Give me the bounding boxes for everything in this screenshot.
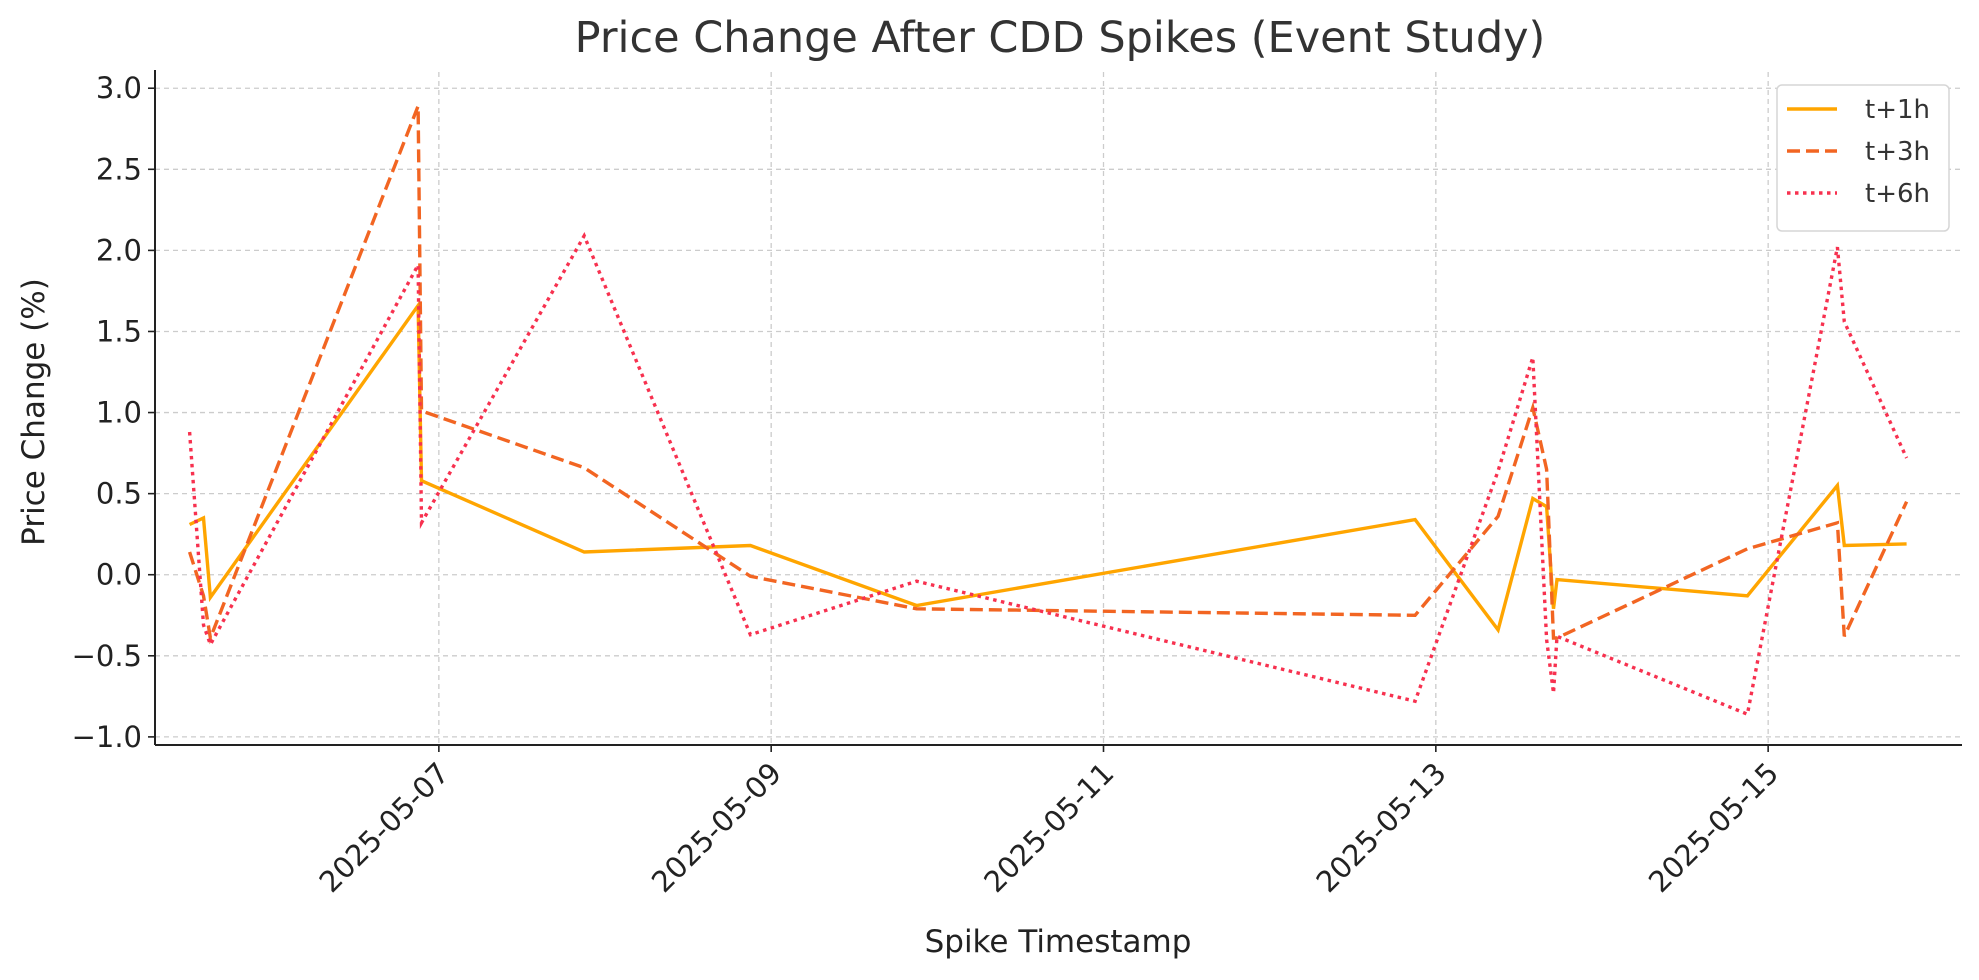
legend: t+1h t+3h t+6h bbox=[1776, 84, 1950, 232]
grid bbox=[155, 72, 1962, 745]
axes bbox=[148, 70, 1962, 752]
legend-label: t+6h bbox=[1865, 179, 1930, 209]
y-tick-label: 3.0 bbox=[96, 71, 142, 105]
y-tick-label: 0.5 bbox=[96, 477, 142, 511]
y-tick-label: 1.5 bbox=[96, 314, 142, 348]
x-tick-label: 2025-05-15 bbox=[1642, 756, 1785, 899]
y-tick-label: 2.0 bbox=[96, 233, 142, 267]
series-line-tplus-3h bbox=[187, 105, 1909, 645]
x-tick-label: 2025-05-13 bbox=[1310, 756, 1453, 899]
y-tick-label: 1.0 bbox=[96, 396, 142, 430]
x-tick-label: 2025-05-11 bbox=[977, 756, 1120, 899]
chart-title: Price Change After CDD Spikes (Event Stu… bbox=[575, 13, 1546, 63]
y-tick-label: 0.0 bbox=[96, 558, 142, 592]
y-tick-label: 2.5 bbox=[96, 152, 142, 186]
tick-labels: 3.0 2.5 2.0 1.5 1.0 0.5 0.0 −0.5 −1.0 2025-05-07 2… bbox=[72, 71, 1786, 899]
x-axis-title: Spike Timestamp bbox=[925, 924, 1192, 960]
series-lines bbox=[187, 105, 1909, 717]
y-axis-title: Price Change (%) bbox=[16, 278, 52, 546]
series-line-tplus-1h bbox=[188, 300, 1907, 634]
y-tick-label: −0.5 bbox=[72, 639, 142, 673]
legend-label: t+3h bbox=[1865, 137, 1930, 167]
y-tick-label: −1.0 bbox=[72, 720, 142, 754]
x-tick-label: 2025-05-09 bbox=[645, 756, 788, 899]
series-line-tplus-6h bbox=[187, 231, 1909, 717]
x-tick-label: 2025-05-07 bbox=[313, 756, 456, 899]
legend-label: t+1h bbox=[1865, 95, 1930, 125]
